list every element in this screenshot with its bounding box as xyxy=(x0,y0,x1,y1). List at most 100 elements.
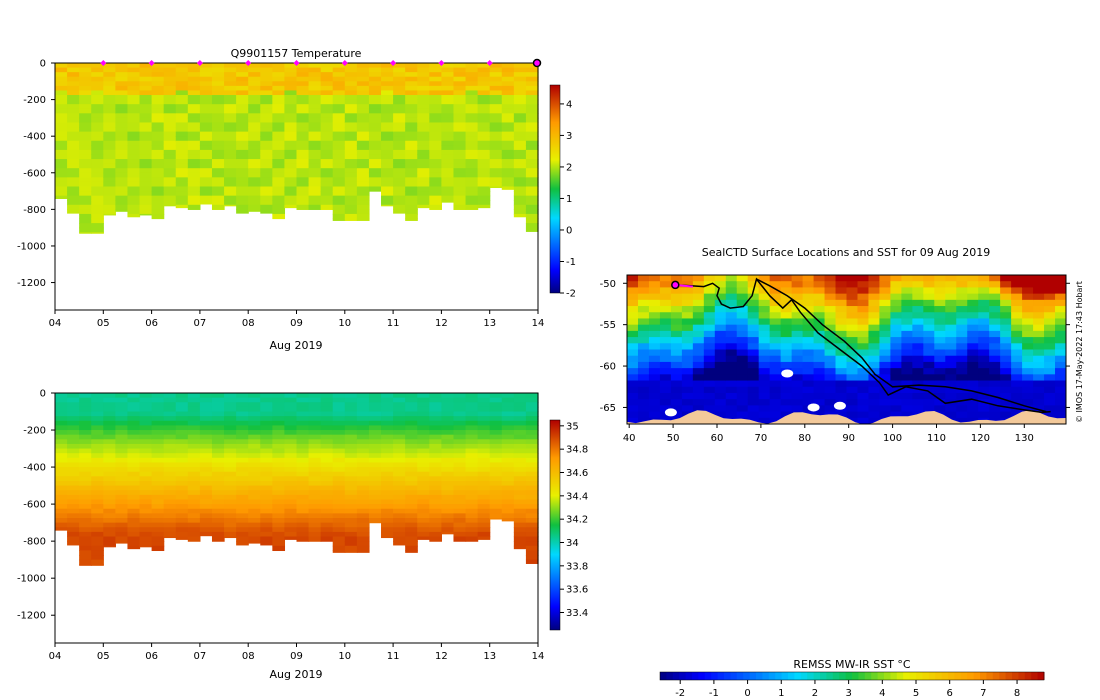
heatmap-cell xyxy=(296,425,310,431)
colorbar-segment xyxy=(807,672,815,680)
heatmap-cell xyxy=(103,448,116,454)
heatmap-cell xyxy=(513,518,527,524)
sst-cell xyxy=(846,299,859,307)
heatmap-cell xyxy=(67,420,80,427)
sst-cell xyxy=(1000,312,1012,320)
heatmap-cell xyxy=(453,504,467,510)
heatmap-cell xyxy=(344,195,358,201)
heatmap-cell xyxy=(55,63,68,69)
heatmap-cell xyxy=(115,430,129,436)
heatmap-cell xyxy=(127,522,141,528)
sst-cell xyxy=(736,287,749,295)
heatmap-cell xyxy=(272,63,286,69)
colorbar-segment xyxy=(909,672,917,680)
heatmap-cell xyxy=(139,104,153,110)
temperature-y-ticks: 0-200-400-600-800-1000-1200 xyxy=(17,59,55,289)
heatmap-cell xyxy=(429,420,442,427)
sst-cell xyxy=(769,312,782,320)
heatmap-cell xyxy=(163,406,177,413)
heatmap-cell xyxy=(441,168,455,174)
heatmap-cell xyxy=(272,168,286,174)
heatmap-cell xyxy=(67,140,80,146)
heatmap-cell xyxy=(151,393,165,399)
heatmap-cell xyxy=(429,104,442,110)
sst-cell xyxy=(945,343,957,351)
sst-cell xyxy=(890,349,902,357)
heatmap-cell xyxy=(296,67,310,73)
heatmap-cell xyxy=(139,476,153,482)
heatmap-cell xyxy=(368,462,382,468)
heatmap-cell xyxy=(368,81,382,87)
sst-cell xyxy=(692,386,705,394)
heatmap-cell xyxy=(67,531,80,538)
heatmap-cell xyxy=(151,416,165,422)
heatmap-cell xyxy=(139,95,153,101)
heatmap-cell xyxy=(91,67,104,73)
heatmap-cell xyxy=(127,439,141,445)
heatmap-cell xyxy=(477,85,491,92)
heatmap-cell xyxy=(79,81,92,87)
heatmap-cell xyxy=(55,127,68,133)
sst-cell xyxy=(956,349,968,357)
heatmap-cell xyxy=(163,200,177,206)
sst-cell xyxy=(1022,343,1034,351)
heatmap-cell xyxy=(103,72,116,78)
heatmap-cell xyxy=(199,136,213,142)
sst-cell xyxy=(890,312,902,320)
heatmap-cell xyxy=(127,108,141,114)
heatmap-cell xyxy=(79,172,92,178)
sst-cell xyxy=(769,417,782,424)
heatmap-cell xyxy=(79,140,92,146)
heatmap-cell xyxy=(465,149,479,156)
sst-cell xyxy=(758,361,771,369)
sst-cell xyxy=(868,380,881,388)
heatmap-cell xyxy=(525,545,539,552)
heatmap-cell xyxy=(236,411,249,417)
heatmap-cell xyxy=(465,63,479,69)
heatmap-cell xyxy=(308,531,322,538)
heatmap-cell xyxy=(393,425,406,431)
heatmap-cell xyxy=(79,95,92,101)
x-tick-label: 70 xyxy=(755,433,768,444)
sst-cell xyxy=(934,324,946,332)
sst-cell xyxy=(1022,380,1034,388)
heatmap-cell xyxy=(175,402,189,408)
heatmap-cell xyxy=(417,163,430,169)
current-position-marker xyxy=(532,58,542,68)
heatmap-cell xyxy=(67,163,80,169)
heatmap-cell xyxy=(513,536,527,542)
heatmap-cell xyxy=(224,63,237,69)
heatmap-cell xyxy=(513,63,527,69)
sst-cell xyxy=(780,318,793,326)
heatmap-cell xyxy=(296,63,310,69)
heatmap-cell xyxy=(393,508,406,514)
heatmap-cell xyxy=(501,490,515,496)
heatmap-cell xyxy=(91,145,104,151)
heatmap-cell xyxy=(393,200,406,206)
heatmap-cell xyxy=(91,453,104,459)
sst-cell xyxy=(637,417,650,424)
sst-cell xyxy=(813,361,826,369)
heatmap-cell xyxy=(139,168,153,174)
heatmap-cell xyxy=(296,536,310,542)
sst-cell xyxy=(747,349,760,357)
sst-cell xyxy=(1022,287,1034,295)
heatmap-cell xyxy=(67,504,80,510)
sst-cell xyxy=(1055,343,1066,351)
heatmap-cell xyxy=(139,393,153,399)
heatmap-cell xyxy=(187,397,201,403)
heatmap-cell xyxy=(344,545,358,552)
sst-cell xyxy=(648,355,661,363)
heatmap-cell xyxy=(103,453,116,459)
heatmap-cell xyxy=(163,76,177,82)
heatmap-cell xyxy=(368,127,382,133)
sst-cell xyxy=(956,361,968,369)
sst-cell xyxy=(791,399,804,406)
heatmap-cell xyxy=(199,67,213,73)
heatmap-cell xyxy=(139,527,153,533)
sst-cell xyxy=(627,386,639,394)
heatmap-cell xyxy=(320,448,334,454)
heatmap-cell xyxy=(284,490,298,496)
heatmap-cell xyxy=(453,499,467,505)
heatmap-cell xyxy=(429,131,442,137)
